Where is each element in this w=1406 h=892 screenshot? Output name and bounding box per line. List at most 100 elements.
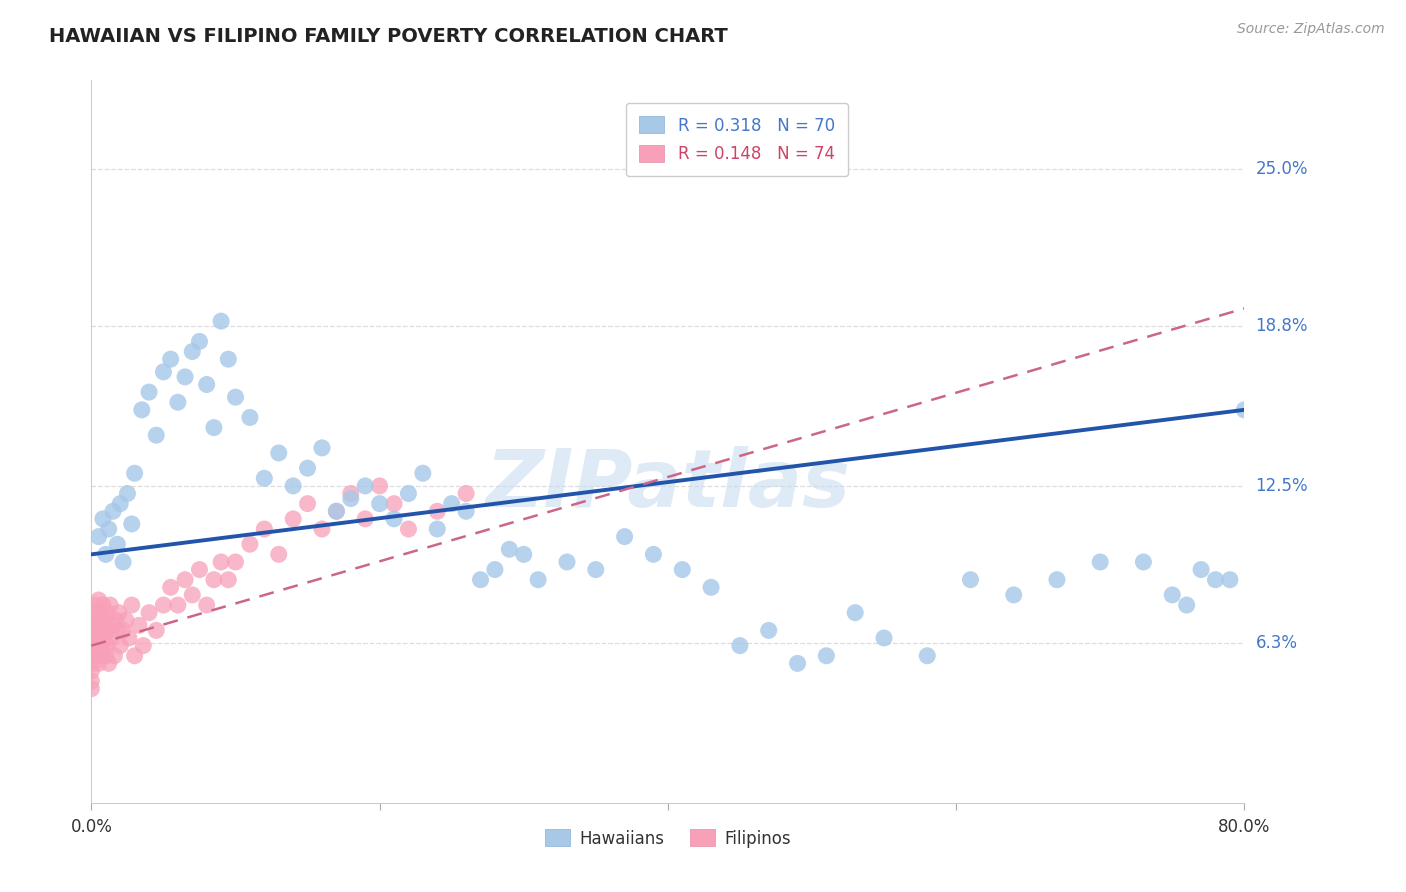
Point: [83, 643, 105, 657]
Point: [94, 547, 117, 561]
Point: [97, 657, 120, 671]
Point: [959, 573, 981, 587]
Point: [844, 606, 866, 620]
Point: [87, 624, 110, 638]
Point: [166, 598, 188, 612]
Point: [83, 606, 105, 620]
Point: [138, 606, 160, 620]
Point: [94, 624, 117, 638]
Point: [128, 618, 150, 632]
Point: [426, 522, 449, 536]
Point: [117, 486, 139, 500]
Point: [613, 530, 636, 544]
Point: [513, 547, 536, 561]
Text: 12.5%: 12.5%: [1256, 477, 1308, 495]
Point: [115, 613, 138, 627]
Point: [325, 504, 347, 518]
Point: [209, 314, 232, 328]
Legend: Hawaiians, Filipinos: Hawaiians, Filipinos: [536, 821, 800, 856]
Point: [412, 467, 434, 481]
Point: [105, 537, 128, 551]
Point: [202, 573, 225, 587]
Point: [195, 377, 218, 392]
Point: [1189, 563, 1212, 577]
Point: [225, 555, 247, 569]
Point: [454, 504, 477, 518]
Point: [188, 334, 211, 349]
Point: [181, 344, 204, 359]
Point: [87, 530, 110, 544]
Point: [87, 657, 110, 671]
Point: [86, 613, 108, 627]
Point: [873, 631, 896, 645]
Point: [340, 491, 363, 506]
Point: [121, 598, 143, 612]
Point: [311, 522, 333, 536]
Point: [93, 613, 115, 627]
Point: [217, 352, 239, 367]
Point: [80, 639, 103, 653]
Point: [181, 588, 204, 602]
Point: [101, 504, 124, 518]
Point: [1161, 588, 1184, 602]
Point: [382, 512, 405, 526]
Point: [267, 547, 290, 561]
Point: [80, 648, 103, 663]
Point: [152, 365, 174, 379]
Point: [174, 573, 197, 587]
Point: [80, 664, 103, 678]
Point: [1219, 573, 1241, 587]
Point: [96, 639, 118, 653]
Point: [671, 563, 693, 577]
Point: [91, 598, 114, 612]
Point: [1088, 555, 1111, 569]
Point: [1175, 598, 1198, 612]
Point: [758, 624, 780, 638]
Point: [382, 497, 405, 511]
Point: [700, 580, 723, 594]
Point: [786, 657, 808, 671]
Point: [281, 479, 305, 493]
Text: HAWAIIAN VS FILIPINO FAMILY POVERTY CORRELATION CHART: HAWAIIAN VS FILIPINO FAMILY POVERTY CORR…: [49, 27, 728, 45]
Point: [124, 467, 146, 481]
Point: [166, 395, 188, 409]
Point: [217, 573, 239, 587]
Point: [152, 598, 174, 612]
Point: [80, 681, 103, 696]
Point: [93, 631, 115, 645]
Point: [84, 598, 107, 612]
Point: [253, 471, 276, 485]
Point: [97, 522, 120, 536]
Point: [1002, 588, 1025, 602]
Point: [94, 648, 117, 663]
Point: [87, 593, 110, 607]
Point: [82, 613, 104, 627]
Point: [131, 402, 153, 417]
Point: [253, 522, 276, 536]
Point: [340, 486, 363, 500]
Point: [159, 352, 181, 367]
Point: [368, 479, 391, 493]
Point: [195, 598, 218, 612]
Point: [103, 648, 125, 663]
Point: [145, 624, 167, 638]
Point: [498, 542, 520, 557]
Point: [90, 618, 112, 632]
Point: [80, 674, 103, 689]
Point: [1233, 402, 1256, 417]
Point: [84, 618, 107, 632]
Point: [239, 410, 262, 425]
Point: [728, 639, 751, 653]
Point: [396, 486, 419, 500]
Point: [1204, 573, 1226, 587]
Text: 18.8%: 18.8%: [1256, 318, 1308, 335]
Point: [138, 385, 160, 400]
Point: [91, 512, 114, 526]
Point: [82, 657, 104, 671]
Point: [188, 563, 211, 577]
Point: [110, 639, 132, 653]
Text: ZIPatlas: ZIPatlas: [485, 446, 851, 524]
Point: [311, 441, 333, 455]
Point: [145, 428, 167, 442]
Point: [915, 648, 938, 663]
